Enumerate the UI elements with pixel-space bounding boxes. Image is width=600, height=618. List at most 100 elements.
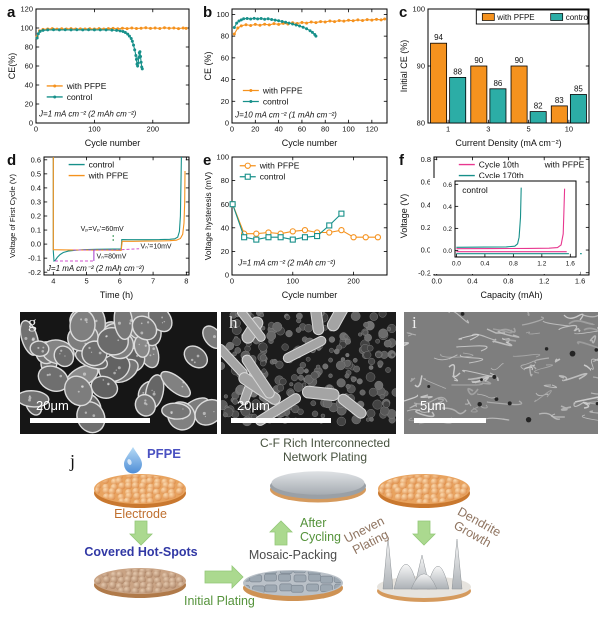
svg-text:7: 7: [151, 277, 155, 286]
svg-text:4: 4: [51, 277, 55, 286]
svg-text:-0.2: -0.2: [418, 268, 431, 277]
series-control: [35, 28, 144, 71]
svg-text:control: control: [566, 13, 590, 22]
svg-text:with PFPE: with PFPE: [496, 13, 534, 22]
svg-text:Voltage (V): Voltage (V): [399, 194, 409, 239]
svg-text:0.6: 0.6: [31, 155, 41, 164]
svg-text:90: 90: [417, 62, 425, 71]
svg-text:1.6: 1.6: [575, 277, 585, 286]
svg-text:120: 120: [20, 5, 33, 14]
svg-text:82: 82: [534, 102, 543, 111]
svg-text:90: 90: [515, 56, 524, 65]
svg-text:94: 94: [434, 33, 443, 42]
svg-text:40: 40: [274, 125, 282, 134]
svg-text:0.8: 0.8: [509, 261, 518, 268]
svg-text:J=1 mA cm⁻² (2 mAh cm⁻²): J=1 mA cm⁻² (2 mAh cm⁻²): [237, 259, 336, 268]
svg-text:control: control: [67, 92, 93, 102]
svg-text:200: 200: [347, 277, 360, 286]
arrow: [412, 520, 436, 546]
svg-text:-0.1: -0.1: [28, 254, 41, 263]
bar-with-pfpe-1: 94: [430, 33, 448, 124]
svg-text:200: 200: [147, 125, 160, 134]
after-cycling-line1: After: [300, 516, 327, 530]
panel-letter-d: d: [7, 152, 17, 169]
svg-text:60: 60: [221, 53, 229, 62]
cf-network-line2: Network Plating: [282, 449, 368, 464]
svg-text:with PFPE: with PFPE: [544, 160, 585, 170]
series-control: [232, 16, 318, 38]
svg-text:3: 3: [486, 125, 490, 134]
dendrite-disk: [377, 536, 471, 602]
svg-text:Cycle number: Cycle number: [282, 290, 338, 300]
svg-text:100: 100: [216, 10, 229, 19]
svg-text:6: 6: [118, 277, 122, 286]
svg-text:88: 88: [453, 67, 462, 76]
svg-text:Cycle 10th: Cycle 10th: [479, 160, 519, 170]
svg-text:0.2: 0.2: [421, 223, 431, 232]
svg-text:control: control: [260, 172, 286, 182]
panel-e: e 0 100 200 0 20 40 60 80 100 Cycle number Voltage…: [202, 152, 394, 302]
sem-image-i: [404, 312, 598, 434]
pfpe-droplet-icon: [124, 447, 142, 474]
svg-text:CE (%): CE (%): [203, 51, 213, 80]
arrow: [129, 520, 153, 546]
svg-text:0.0: 0.0: [31, 240, 41, 249]
svg-text:100: 100: [287, 277, 300, 286]
arrow: [204, 565, 244, 589]
scale-bar-label-i: 5μm: [420, 398, 446, 413]
panel-letter-j: j: [70, 451, 76, 471]
after-cycling-line2: Cycling: [300, 529, 341, 544]
svg-text:with PFPE: with PFPE: [88, 171, 129, 181]
chart-f-inset-control: 0.0 0.4 0.8 1.2 1.6 0.0 0.2 0.4 0.6 control: [430, 178, 580, 279]
svg-text:60: 60: [221, 200, 229, 209]
pfpe-label: PFPE: [147, 446, 181, 461]
svg-text:0.4: 0.4: [443, 204, 452, 211]
bar-control-5: 82: [529, 102, 547, 124]
cf-network-label: C-F Rich Interconnected Network Plating: [220, 436, 430, 464]
svg-text:Capacity (mAh): Capacity (mAh): [480, 290, 542, 300]
disk: [94, 568, 186, 598]
svg-text:60: 60: [25, 62, 33, 71]
svg-text:20: 20: [25, 100, 33, 109]
svg-text:with PFPE: with PFPE: [259, 161, 300, 171]
panel-letter-e: e: [203, 152, 212, 169]
svg-text:0.3: 0.3: [31, 198, 41, 207]
panel-a: a 0 100 200 0 20 40 60 80 100 120 Cycle number CE(%…: [6, 4, 196, 150]
chart-d-first-cycle-voltage: 4 5 6 7 8 -0.2 -0.1 0.0 0.1 0.2 0.3 0.4 0.5 0.6 Time (…: [8, 155, 190, 300]
panel-j-schematic: j PFPE Electrode Covered Hot-Spots Initi…: [0, 436, 600, 618]
scale-bar-label-h: 20μm: [237, 398, 270, 413]
svg-text:20: 20: [221, 247, 229, 256]
svg-text:1.2: 1.2: [539, 277, 549, 286]
svg-text:Vₙ=80mV: Vₙ=80mV: [97, 253, 127, 260]
svg-text:100: 100: [20, 24, 33, 33]
svg-text:90: 90: [474, 56, 483, 65]
panel-c: c 80 90 100 1 94 88 3 90 86 5 90 82 10 83 85 Current De…: [398, 4, 596, 150]
svg-text:with PFPE: with PFPE: [66, 81, 107, 91]
svg-text:0.0: 0.0: [421, 246, 431, 255]
svg-text:8: 8: [184, 277, 188, 286]
bar-control-10: 85: [569, 85, 587, 124]
panel-i-sem: i 5μm: [404, 312, 598, 434]
svg-text:80: 80: [221, 176, 229, 185]
svg-text:0.0: 0.0: [443, 248, 452, 255]
svg-text:80: 80: [417, 119, 425, 128]
svg-text:0.0: 0.0: [452, 261, 461, 268]
svg-text:0.4: 0.4: [421, 200, 431, 209]
series-with-pfpe: [229, 201, 382, 241]
panel-letter-c: c: [399, 4, 408, 21]
panel-letter-b: b: [203, 4, 213, 21]
chart-e-voltage-hysteresis: 0 100 200 0 20 40 60 80 100 Cycle number Voltage h…: [203, 153, 388, 300]
series-control: [52, 156, 182, 262]
covered-hot-spots-label: Covered Hot-Spots: [84, 545, 198, 559]
panel-b: b 0 20 40 60 80 100 120 0 20 40 60 80 100 Cycle numbe…: [202, 4, 394, 150]
bar-with-pfpe-5: 90: [510, 56, 528, 124]
svg-text:J=1 mA cm⁻² (2 mAh cm⁻²): J=1 mA cm⁻² (2 mAh cm⁻²): [38, 110, 137, 119]
disk: [94, 474, 186, 508]
svg-text:control: control: [89, 160, 115, 170]
chart-c-initial-ce-bars: 80 90 100 1 94 88 3 90 86 5 90 82 10 83 85 Current Dens…: [399, 5, 590, 148]
svg-text:10: 10: [565, 125, 573, 134]
svg-text:Cycle number: Cycle number: [282, 138, 338, 148]
schematic-graphic: [94, 447, 471, 602]
chart-f-inset-svg: 0.0 0.4 0.8 1.2 1.6 0.0 0.2 0.4 0.6 control: [430, 178, 580, 274]
